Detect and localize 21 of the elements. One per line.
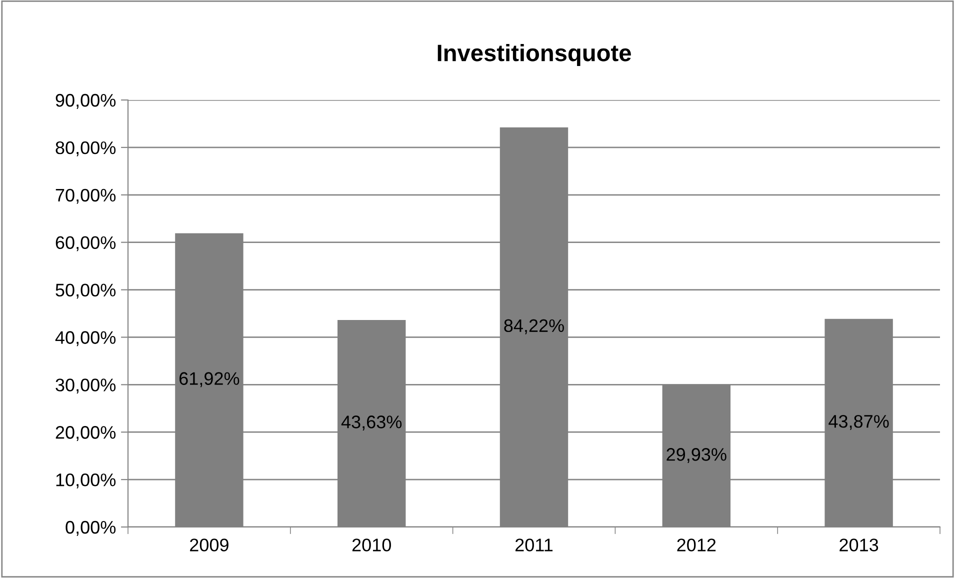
x-tick-label: 2009: [190, 538, 228, 552]
data-label: 43,87%: [828, 414, 889, 430]
y-tick-label: 40,00%: [55, 331, 116, 346]
y-tick-label: 50,00%: [56, 284, 116, 299]
y-tick-label: 20,00%: [56, 426, 116, 441]
y-tick-label: 80,00%: [56, 141, 116, 156]
data-label: 84,22%: [504, 319, 564, 334]
x-tick-label: 2010: [352, 538, 391, 552]
y-tick-label: 30,00%: [56, 378, 116, 394]
data-label: 29,93%: [666, 448, 726, 463]
x-tick-label: 2011: [515, 538, 553, 552]
y-tick-label: 70,00%: [56, 188, 116, 204]
y-tick-label: 10,00%: [56, 473, 116, 488]
y-tick-label: 0,00%: [66, 520, 116, 536]
data-label: 43,63%: [341, 416, 402, 430]
x-tick-label: 2013: [840, 538, 878, 552]
y-tick-label: 60,00%: [56, 236, 116, 252]
y-tick-label: 90,00%: [56, 94, 116, 109]
x-tick-label: 2012: [677, 538, 716, 552]
chart-title: Investitionsquote: [438, 44, 631, 66]
data-label: 61,92%: [180, 372, 240, 388]
